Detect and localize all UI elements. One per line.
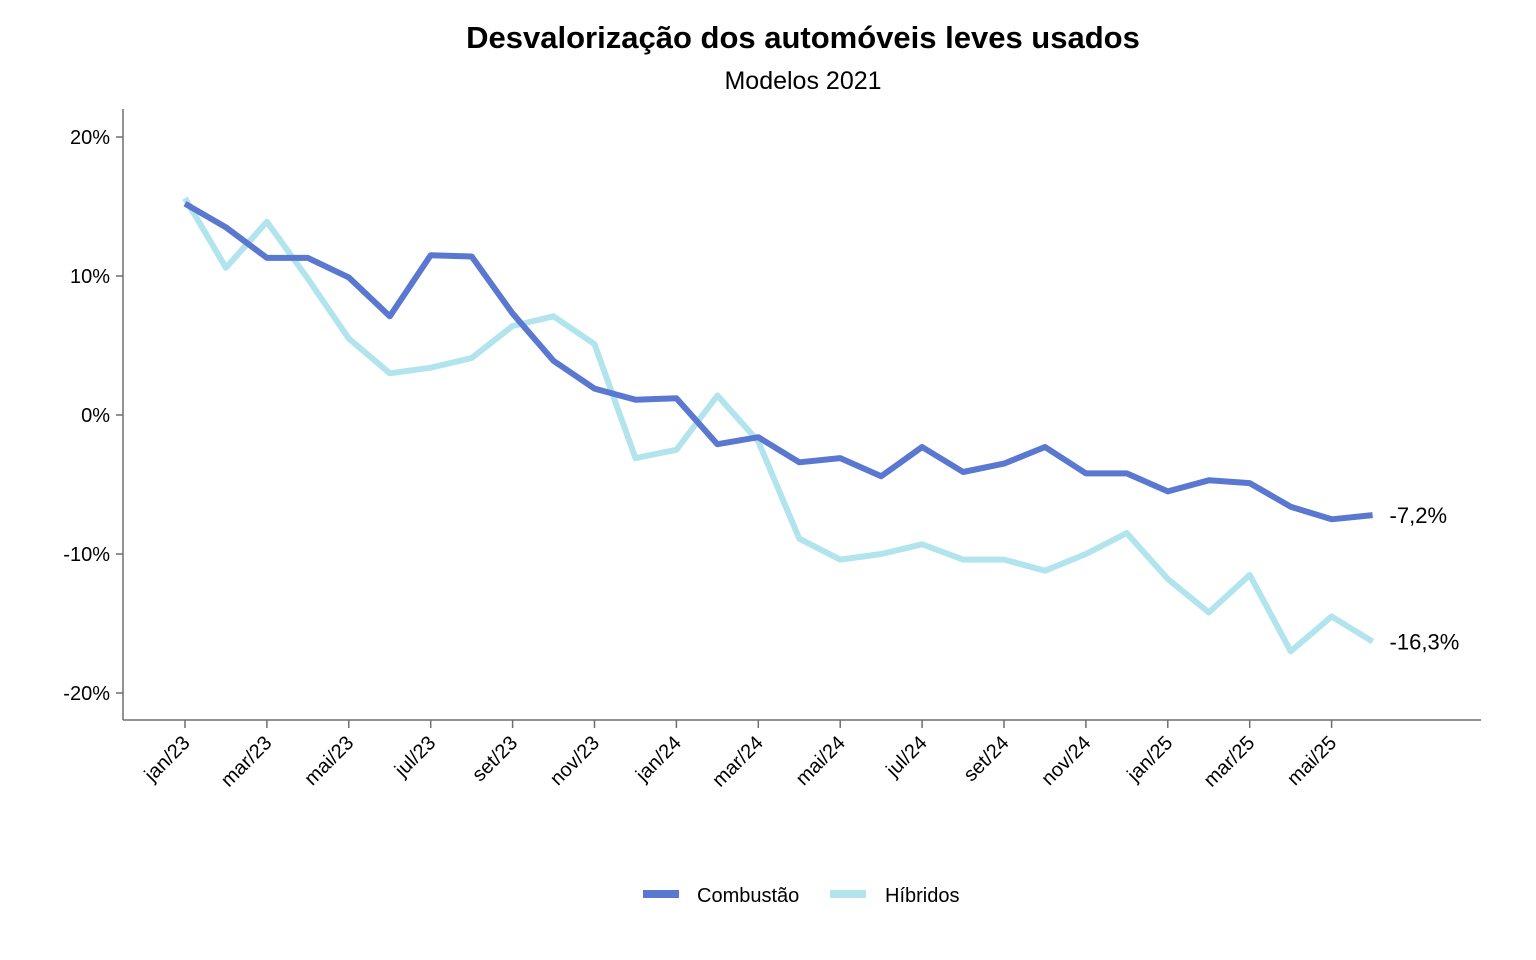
y-tick-label: 10% xyxy=(70,266,110,288)
x-tick-label: set/24 xyxy=(959,732,1013,786)
x-tick-label: mar/23 xyxy=(217,732,277,792)
y-axis-ticks: 20% 10% 0% -10% -20% xyxy=(63,127,123,705)
x-tick-label: jul/23 xyxy=(390,732,440,782)
x-tick-label: nov/23 xyxy=(546,732,604,790)
x-tick-label: mai/23 xyxy=(300,732,358,790)
series-line-hibridos xyxy=(182,196,1375,655)
series-lines xyxy=(182,196,1375,655)
x-tick-label: mar/24 xyxy=(708,732,768,792)
legend-label-hibridos: Híbridos xyxy=(885,885,959,907)
series-line-combustao xyxy=(183,201,1373,523)
x-tick-label: mai/25 xyxy=(1283,732,1341,790)
y-tick-label: 20% xyxy=(70,127,110,149)
end-label-hibridos: -16,3% xyxy=(1390,630,1460,655)
y-tick-label: 0% xyxy=(81,405,110,427)
chart-title: Desvalorização dos automóveis leves usad… xyxy=(466,20,1140,55)
chart-subtitle: Modelos 2021 xyxy=(724,67,881,95)
x-tick-label: set/23 xyxy=(468,732,522,786)
x-tick-label: jan/25 xyxy=(1123,732,1178,787)
end-labels: -7,2% -16,3% xyxy=(1390,503,1460,654)
x-tick-label: mai/24 xyxy=(792,732,850,790)
x-tick-label: jan/24 xyxy=(631,732,686,787)
end-label-combustao: -7,2% xyxy=(1390,503,1447,528)
y-tick-label: -10% xyxy=(63,544,110,566)
x-tick-label: nov/24 xyxy=(1037,732,1095,790)
y-tick-label: -20% xyxy=(63,683,110,705)
x-tick-label: jul/24 xyxy=(882,732,932,782)
x-tick-label: mar/25 xyxy=(1200,732,1260,792)
legend-label-combustao: Combustão xyxy=(697,885,799,907)
x-axis-ticks: jan/23 mar/23 mai/23 jul/23 set/23 nov/23 jan/… xyxy=(140,720,1341,792)
legend: Combustão Híbridos xyxy=(643,885,959,907)
x-tick-label: jan/23 xyxy=(140,732,195,787)
